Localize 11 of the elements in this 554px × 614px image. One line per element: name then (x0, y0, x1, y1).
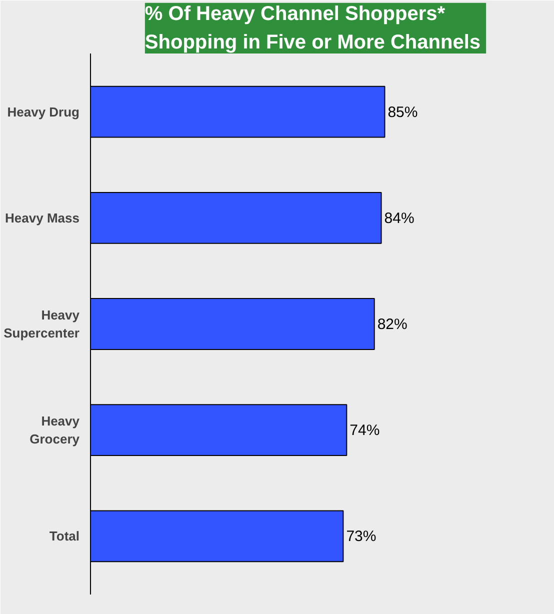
data-label: 82% (377, 316, 408, 333)
y-tick-label: Heavy Drug (7, 104, 80, 120)
data-label: 73% (346, 528, 376, 546)
y-tick-label: Heavy Supercenter (4, 308, 80, 340)
data-label: 74% (350, 422, 380, 440)
y-tick-label: Total (49, 528, 80, 544)
y-tick-label: Heavy Grocery (30, 414, 80, 447)
chart-title: % Of Heavy Channel Shoppers* Shopping in Five or More Channels (144, 2, 481, 54)
data-label: 85% (388, 104, 418, 121)
data-label: 84% (384, 210, 414, 227)
y-tick-label: Heavy Mass (5, 210, 80, 226)
